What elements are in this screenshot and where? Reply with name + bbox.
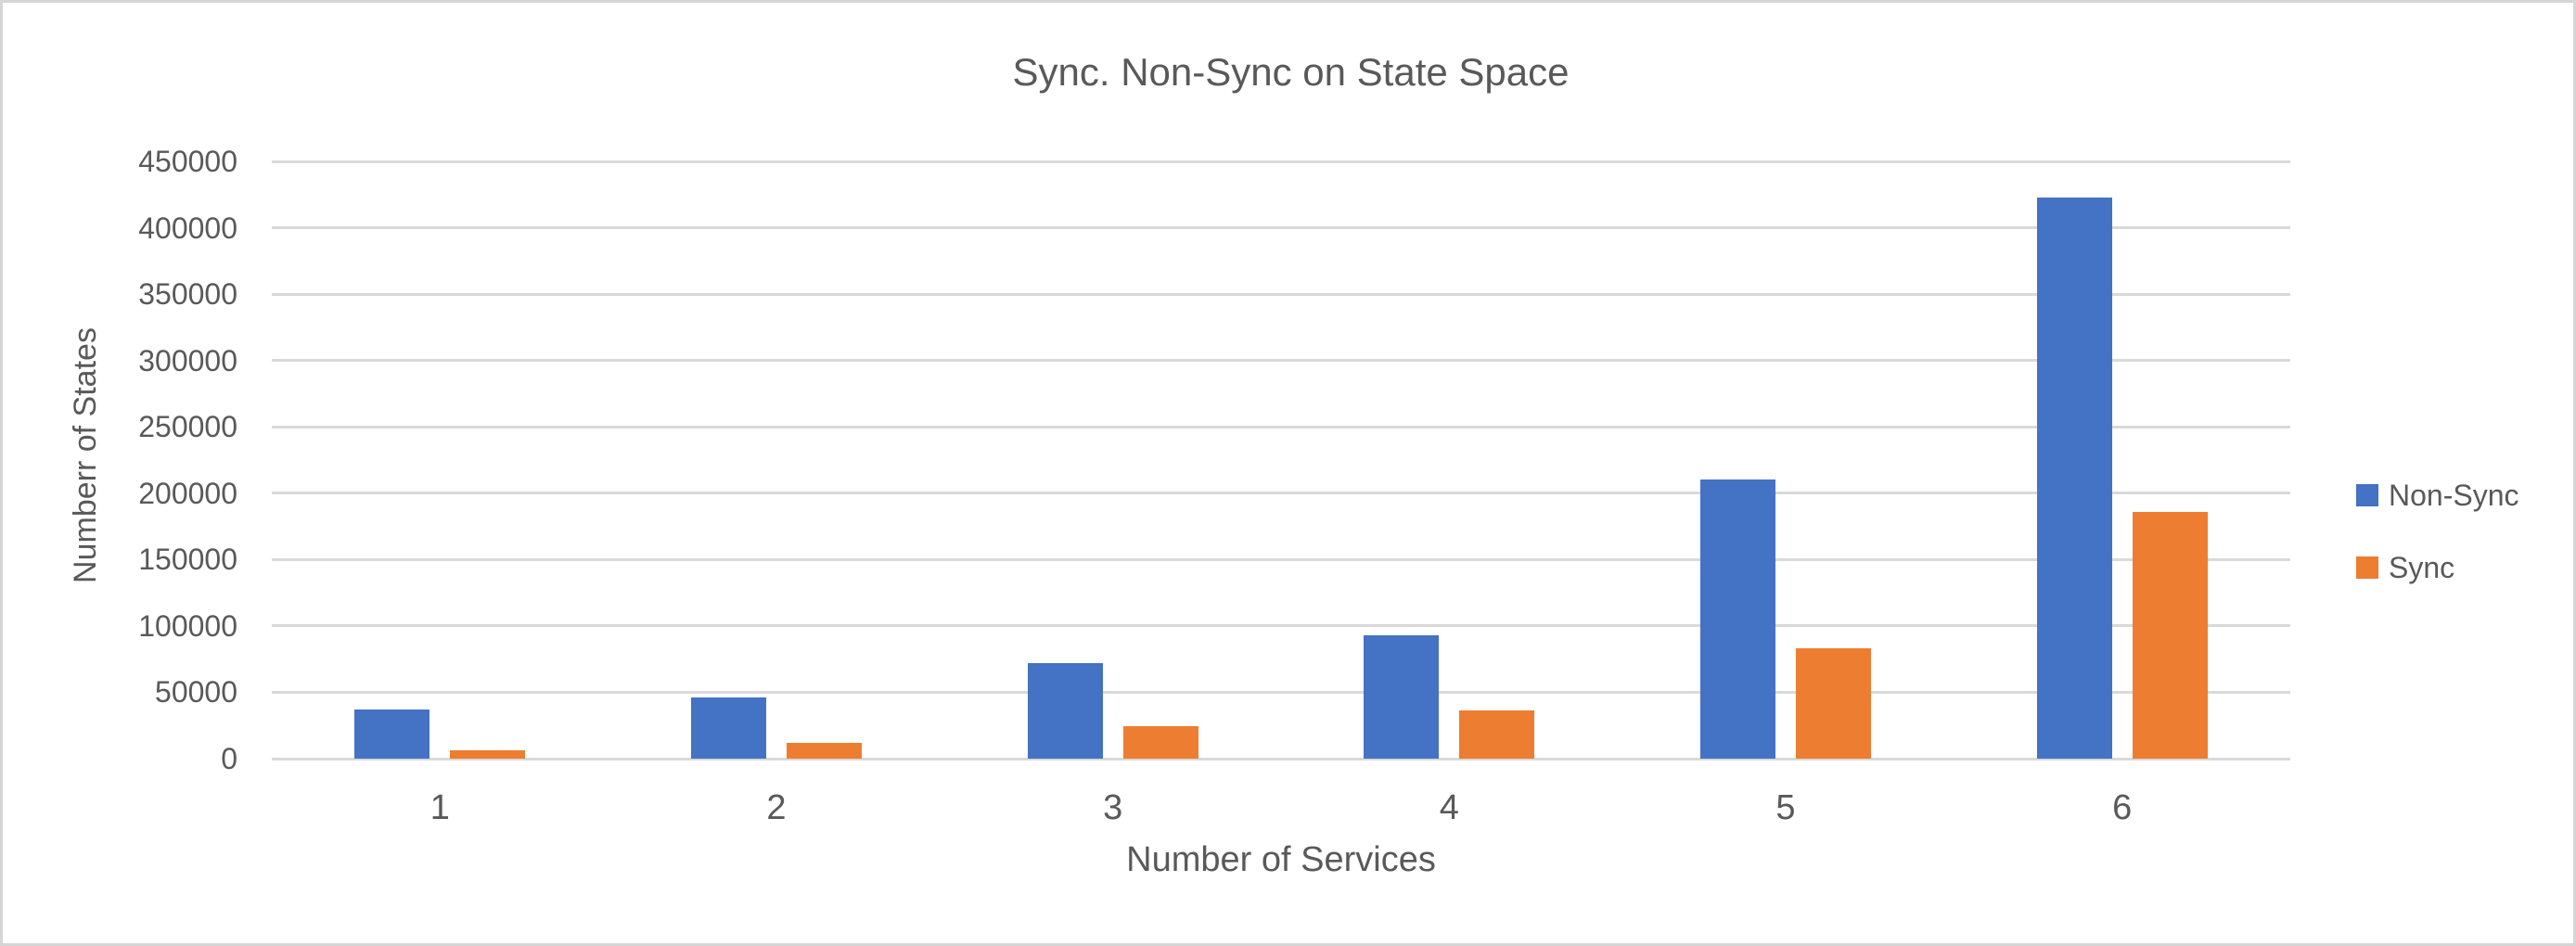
x-tick-label: 6 <box>2112 788 2133 827</box>
y-tick-label: 350000 <box>138 277 237 312</box>
legend-label: Sync <box>2389 551 2455 584</box>
legend-swatch-non-sync <box>2356 484 2378 506</box>
bar-sync-category-6 <box>2132 511 2208 759</box>
y-tick-label: 200000 <box>138 476 237 510</box>
x-tick-label: 1 <box>429 788 450 827</box>
gridline <box>272 557 2290 561</box>
bar-sync-category-5 <box>1796 648 1871 759</box>
bar-non-sync-category-2 <box>691 697 766 759</box>
bar-sync-category-2 <box>787 742 862 759</box>
y-tick-label: 400000 <box>138 211 237 245</box>
bar-sync-category-1 <box>450 749 526 759</box>
gridline <box>272 624 2290 628</box>
x-tick-label: 5 <box>1775 788 1796 827</box>
y-tick-label: 100000 <box>138 608 237 643</box>
x-tick-label: 3 <box>1103 788 1123 827</box>
gridline <box>272 757 2290 761</box>
x-tick-label: 2 <box>766 788 787 827</box>
x-axis-title: Number of Services <box>1126 840 1436 879</box>
y-tick-label: 250000 <box>138 410 237 444</box>
bar-non-sync-category-5 <box>1700 479 1775 759</box>
chart-title: Sync. Non-Sync on State Space <box>1012 50 1570 94</box>
legend-item-sync: Sync <box>2356 553 2454 582</box>
bar-sync-category-3 <box>1122 725 1198 759</box>
y-tick-label: 300000 <box>138 343 237 377</box>
y-tick-label: 450000 <box>138 145 237 178</box>
bar-non-sync-category-1 <box>354 710 430 759</box>
x-tick-label: 4 <box>1439 788 1459 827</box>
gridline <box>272 160 2290 163</box>
plot-area: 0 50000 100000 150000 200000 250000 300000 3500… <box>3 3 2573 943</box>
y-tick-label: 50000 <box>155 675 237 710</box>
gridline <box>272 226 2290 230</box>
gridline <box>272 690 2290 694</box>
y-tick-label: 150000 <box>138 543 237 577</box>
gridline <box>272 359 2290 363</box>
y-tick-label: 0 <box>221 742 237 775</box>
bar-non-sync-category-3 <box>1027 662 1103 759</box>
legend-swatch-sync <box>2356 556 2378 579</box>
gridline <box>272 492 2290 495</box>
gridline <box>272 425 2290 428</box>
bar-non-sync-category-6 <box>2036 197 2112 759</box>
legend-item-non-sync: Non-Sync <box>2356 480 2519 510</box>
bar-sync-category-4 <box>1459 710 1535 759</box>
bar-non-sync-category-4 <box>1364 634 1440 759</box>
legend-label: Non-Sync <box>2389 479 2519 512</box>
gridline <box>272 292 2290 296</box>
